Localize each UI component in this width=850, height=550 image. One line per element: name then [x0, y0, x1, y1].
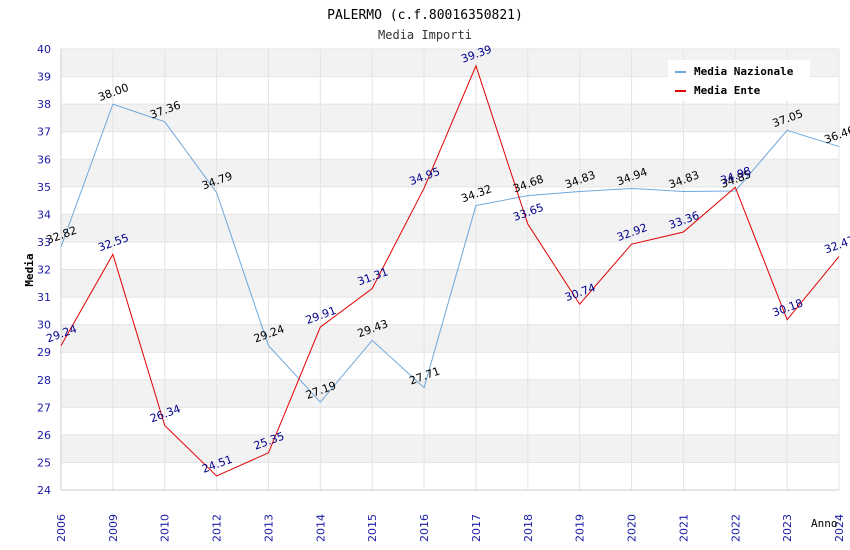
grid-band	[61, 297, 839, 325]
x-tick-label: 2012	[211, 514, 224, 542]
y-tick-label: 28	[37, 374, 51, 387]
y-tick-label: 26	[37, 429, 51, 442]
y-tick-label: 31	[37, 291, 51, 304]
x-tick-label: 2010	[159, 514, 172, 542]
legend-label-media-nazionale: Media Nazionale	[694, 65, 794, 78]
x-tick-label: 2018	[522, 514, 535, 542]
y-tick-label: 39	[37, 71, 51, 84]
grid-band	[61, 462, 839, 490]
chart-title: PALERMO (c.f.80016350821)	[327, 8, 523, 23]
y-tick-label: 34	[37, 208, 51, 221]
grid-band	[61, 434, 839, 463]
y-tick-label: 32	[37, 264, 51, 277]
series-line-media-nazionale	[60, 103, 840, 403]
chart-subtitle: Media Importi	[378, 28, 472, 42]
grid-band	[61, 241, 839, 270]
y-tick-label: 36	[37, 153, 51, 166]
x-tick-label: 2024	[833, 514, 846, 542]
y-tick-label: 35	[37, 181, 51, 194]
grid-band	[61, 269, 839, 298]
grid-band	[61, 324, 839, 353]
grid-band	[61, 131, 839, 160]
series-lines	[60, 64, 840, 477]
legend: Media Nazionale Media Ente	[668, 60, 810, 100]
x-tick-label: 2009	[107, 514, 120, 542]
y-tick-label: 40	[37, 43, 51, 56]
grid-band	[61, 214, 839, 242]
grid-lines	[60, 48, 840, 491]
x-axis-label: Anno	[811, 517, 838, 530]
y-axis-label: Media	[23, 253, 36, 286]
axes	[60, 49, 839, 491]
y-tick-label: 38	[37, 98, 51, 111]
grid-band	[61, 407, 839, 435]
x-tick-label: 2013	[262, 514, 275, 542]
x-tick-label: 2016	[418, 514, 431, 542]
grid-band	[61, 159, 839, 187]
x-tick-label: 2014	[314, 514, 327, 542]
y-tick-label: 37	[37, 126, 51, 139]
grid-band	[61, 352, 839, 380]
x-tick-label: 2022	[729, 514, 742, 542]
y-tick-label: 24	[37, 484, 51, 497]
y-tick-label: 30	[37, 319, 51, 332]
x-tick-label: 2015	[366, 514, 379, 542]
grid-band	[61, 379, 839, 408]
legend-box	[668, 60, 810, 100]
grid-bands	[61, 49, 839, 490]
x-tick-label: 2020	[626, 514, 639, 542]
x-tick-label: 2019	[574, 514, 587, 542]
y-tick-label: 27	[37, 401, 51, 414]
tick-labels: 24 25 26 27 28 29 30 31 32 33 34 35 36 37 38 39 40 2006 20…	[37, 43, 846, 542]
y-tick-label: 33	[37, 236, 51, 249]
x-tick-label: 2006	[55, 514, 68, 542]
legend-label-media-ente: Media Ente	[694, 84, 761, 97]
y-tick-label: 25	[37, 456, 51, 469]
x-tick-label: 2021	[677, 514, 690, 542]
x-tick-label: 2017	[470, 514, 483, 542]
series-line-media-ente	[60, 64, 840, 477]
x-tick-label: 2023	[781, 514, 794, 542]
y-tick-label: 29	[37, 346, 51, 359]
